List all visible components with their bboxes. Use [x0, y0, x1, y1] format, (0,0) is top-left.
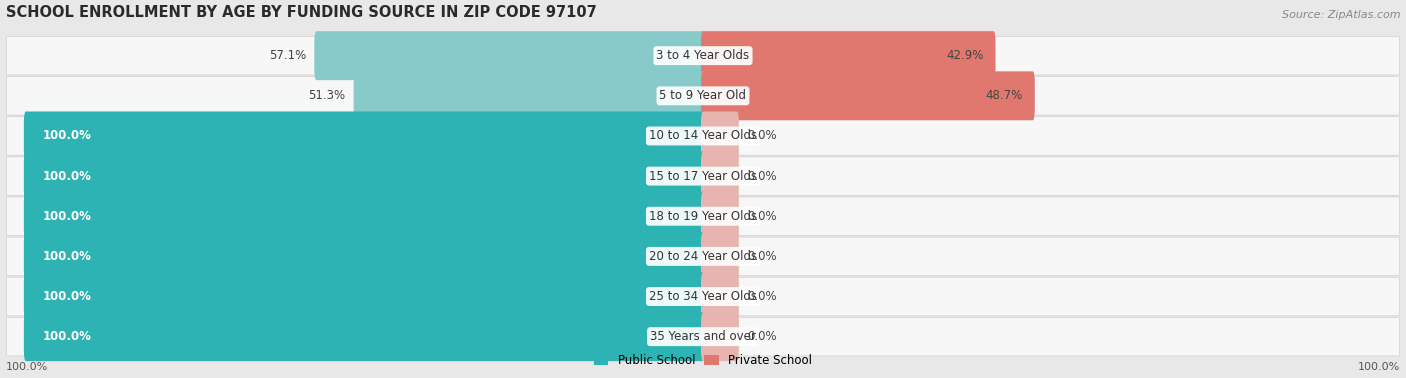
Text: 0.0%: 0.0%: [747, 170, 776, 183]
Text: 57.1%: 57.1%: [269, 49, 307, 62]
FancyBboxPatch shape: [24, 152, 704, 201]
Text: 5 to 9 Year Old: 5 to 9 Year Old: [659, 89, 747, 102]
FancyBboxPatch shape: [24, 272, 704, 321]
FancyBboxPatch shape: [7, 197, 1399, 235]
FancyBboxPatch shape: [702, 312, 740, 361]
Text: 100.0%: 100.0%: [42, 170, 91, 183]
FancyBboxPatch shape: [7, 237, 1399, 276]
FancyBboxPatch shape: [7, 318, 1399, 356]
Text: 3 to 4 Year Olds: 3 to 4 Year Olds: [657, 49, 749, 62]
Text: 0.0%: 0.0%: [747, 330, 776, 343]
Text: 100.0%: 100.0%: [6, 362, 48, 372]
Text: 48.7%: 48.7%: [986, 89, 1022, 102]
Text: 100.0%: 100.0%: [42, 129, 91, 143]
Legend: Public School, Private School: Public School, Private School: [589, 349, 817, 372]
Text: 20 to 24 Year Olds: 20 to 24 Year Olds: [650, 250, 756, 263]
FancyBboxPatch shape: [24, 232, 704, 281]
FancyBboxPatch shape: [7, 77, 1399, 115]
FancyBboxPatch shape: [24, 112, 704, 160]
Text: 100.0%: 100.0%: [42, 330, 91, 343]
Text: 15 to 17 Year Olds: 15 to 17 Year Olds: [650, 170, 756, 183]
FancyBboxPatch shape: [702, 31, 995, 80]
Text: 35 Years and over: 35 Years and over: [650, 330, 756, 343]
FancyBboxPatch shape: [7, 277, 1399, 316]
Text: 100.0%: 100.0%: [42, 210, 91, 223]
FancyBboxPatch shape: [353, 71, 704, 120]
Text: 42.9%: 42.9%: [946, 49, 983, 62]
FancyBboxPatch shape: [7, 117, 1399, 155]
FancyBboxPatch shape: [702, 112, 740, 160]
FancyBboxPatch shape: [7, 157, 1399, 195]
Text: 51.3%: 51.3%: [308, 89, 346, 102]
Text: 0.0%: 0.0%: [747, 290, 776, 303]
FancyBboxPatch shape: [315, 31, 704, 80]
FancyBboxPatch shape: [702, 272, 740, 321]
FancyBboxPatch shape: [702, 152, 740, 201]
Text: 100.0%: 100.0%: [1358, 362, 1400, 372]
Text: 18 to 19 Year Olds: 18 to 19 Year Olds: [650, 210, 756, 223]
Text: SCHOOL ENROLLMENT BY AGE BY FUNDING SOURCE IN ZIP CODE 97107: SCHOOL ENROLLMENT BY AGE BY FUNDING SOUR…: [6, 5, 596, 20]
Text: 100.0%: 100.0%: [42, 250, 91, 263]
Text: 100.0%: 100.0%: [42, 290, 91, 303]
Text: 0.0%: 0.0%: [747, 210, 776, 223]
FancyBboxPatch shape: [24, 192, 704, 241]
FancyBboxPatch shape: [702, 232, 740, 281]
FancyBboxPatch shape: [702, 71, 1035, 120]
Text: Source: ZipAtlas.com: Source: ZipAtlas.com: [1282, 10, 1400, 20]
FancyBboxPatch shape: [702, 192, 740, 241]
FancyBboxPatch shape: [7, 36, 1399, 75]
Text: 0.0%: 0.0%: [747, 250, 776, 263]
Text: 0.0%: 0.0%: [747, 129, 776, 143]
FancyBboxPatch shape: [24, 312, 704, 361]
Text: 25 to 34 Year Olds: 25 to 34 Year Olds: [650, 290, 756, 303]
Text: 10 to 14 Year Olds: 10 to 14 Year Olds: [650, 129, 756, 143]
